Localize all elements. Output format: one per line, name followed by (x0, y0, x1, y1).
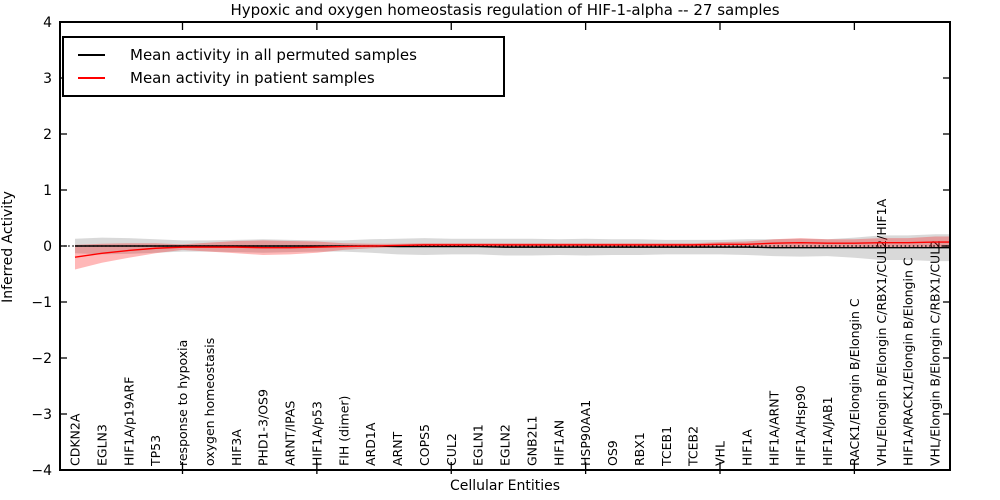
x-category-label: oxygen homeostasis (202, 338, 217, 466)
x-category-label: VHL/Elongin B/Elongin C/RBX1/CUL2/HIF1A (874, 198, 889, 466)
x-category-label: PHD1-3/OS9 (256, 389, 271, 466)
x-category-label: OS9 (605, 440, 620, 466)
chart-title: Hypoxic and oxygen homeostasis regulatio… (230, 1, 780, 19)
y-tick-label: 3 (43, 71, 52, 87)
x-category-label: HIF1A/RACK1/Elongin B/Elongin C (901, 257, 916, 466)
x-category-label: TCEB1 (659, 426, 674, 467)
legend-item-permuted: Mean activity in all permuted samples (64, 47, 503, 64)
patient-mean-line (74, 241, 950, 258)
x-category-label: ARD1A (363, 422, 378, 466)
x-category-label: EGLN1 (471, 424, 486, 466)
x-category-label: HIF1A (739, 429, 754, 466)
x-category-label: HIF1AN (551, 420, 566, 466)
x-category-label: HIF1A/JAB1 (820, 396, 835, 466)
x-category-label: CDKN2A (68, 413, 83, 466)
legend-label-patient: Mean activity in patient samples (130, 68, 375, 87)
x-category-label: HSP90AA1 (578, 400, 593, 466)
y-tick-label: −4 (31, 463, 52, 479)
x-category-label: RBX1 (632, 432, 647, 466)
y-axis-label: Inferred Activity (0, 191, 16, 303)
x-category-label: HIF1A/p19ARF (121, 377, 136, 466)
x-category-label: ARNT (390, 431, 405, 466)
x-category-label: response to hypoxia (175, 340, 190, 466)
permuted-line-swatch (78, 54, 105, 57)
x-category-label: GNB2L1 (524, 416, 539, 466)
x-category-label: RACK1/Elongin B/Elongin C (847, 298, 862, 466)
x-category-label: TP53 (148, 435, 163, 467)
x-category-label: HIF1A/ARNT (766, 390, 781, 466)
permuted-mean-line (75, 245, 950, 249)
patient-line-swatch (78, 76, 105, 79)
x-category-label: HIF1A/p53 (309, 401, 324, 466)
y-tick-label: 1 (43, 183, 52, 199)
x-category-label: CUL2 (444, 433, 459, 466)
y-tick-label: −3 (31, 407, 52, 423)
legend-item-patient: Mean activity in patient samples (64, 68, 503, 87)
y-tick-label: 2 (43, 127, 52, 143)
x-category-label: VHL/Elongin B/Elongin C/RBX1/CUL2 (928, 240, 943, 466)
y-tick-label: 4 (43, 15, 52, 31)
x-category-label: EGLN2 (498, 424, 513, 466)
plot-frame (59, 21, 951, 471)
legend: Mean activity in all permuted samples Me… (62, 36, 505, 97)
y-tick-label: 0 (43, 239, 52, 255)
x-axis-label: Cellular Entities (449, 478, 561, 494)
x-category-label: FIH (dimer) (336, 396, 351, 466)
x-category-label: HIF1A/Hsp90 (793, 385, 808, 466)
x-category-label: ARNT/IPAS (283, 401, 298, 466)
x-category-label: HIF3A (229, 429, 244, 466)
y-tick-label: −2 (31, 351, 52, 367)
x-category-label: EGLN3 (94, 424, 109, 466)
x-category-label: TCEB2 (686, 426, 701, 467)
x-category-label: VHL (713, 441, 728, 466)
y-tick-label: −1 (31, 295, 52, 311)
x-category-label: COPS5 (417, 424, 432, 466)
legend-label-permuted: Mean activity in all permuted samples (130, 46, 417, 64)
